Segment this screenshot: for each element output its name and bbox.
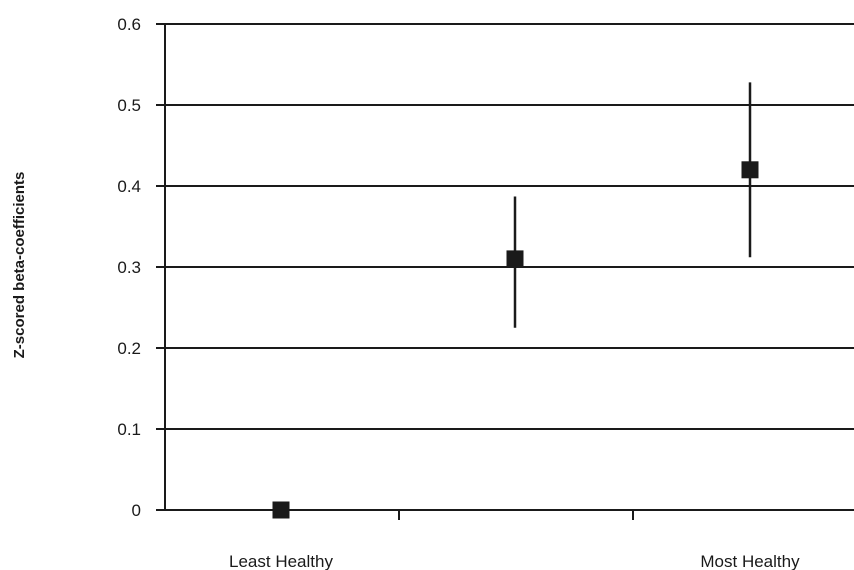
- y-tick-label: 0.6: [117, 15, 141, 34]
- y-tick-labels: 0 0.1 0.2 0.3 0.4 0.5 0.6: [117, 15, 141, 520]
- data-point-marker: [272, 501, 290, 519]
- x-category-label: Least Healthy: [229, 552, 333, 570]
- x-category-label: Most Healthy: [700, 552, 800, 570]
- data-point-marker: [506, 250, 524, 268]
- y-tick-label: 0.4: [117, 177, 141, 196]
- data-markers: [272, 161, 759, 519]
- y-tick-label: 0.3: [117, 258, 141, 277]
- data-point-marker: [741, 161, 759, 179]
- error-bars: [513, 82, 752, 328]
- x-category-labels: Least Healthy Most Healthy: [229, 552, 800, 570]
- y-tick-label: 0.5: [117, 96, 141, 115]
- y-tick-label: 0: [132, 501, 141, 520]
- y-tick-label: 0.2: [117, 339, 141, 358]
- y-axis-title: Z-scored beta-coefficients: [11, 172, 28, 359]
- y-tick-label: 0.1: [117, 420, 141, 439]
